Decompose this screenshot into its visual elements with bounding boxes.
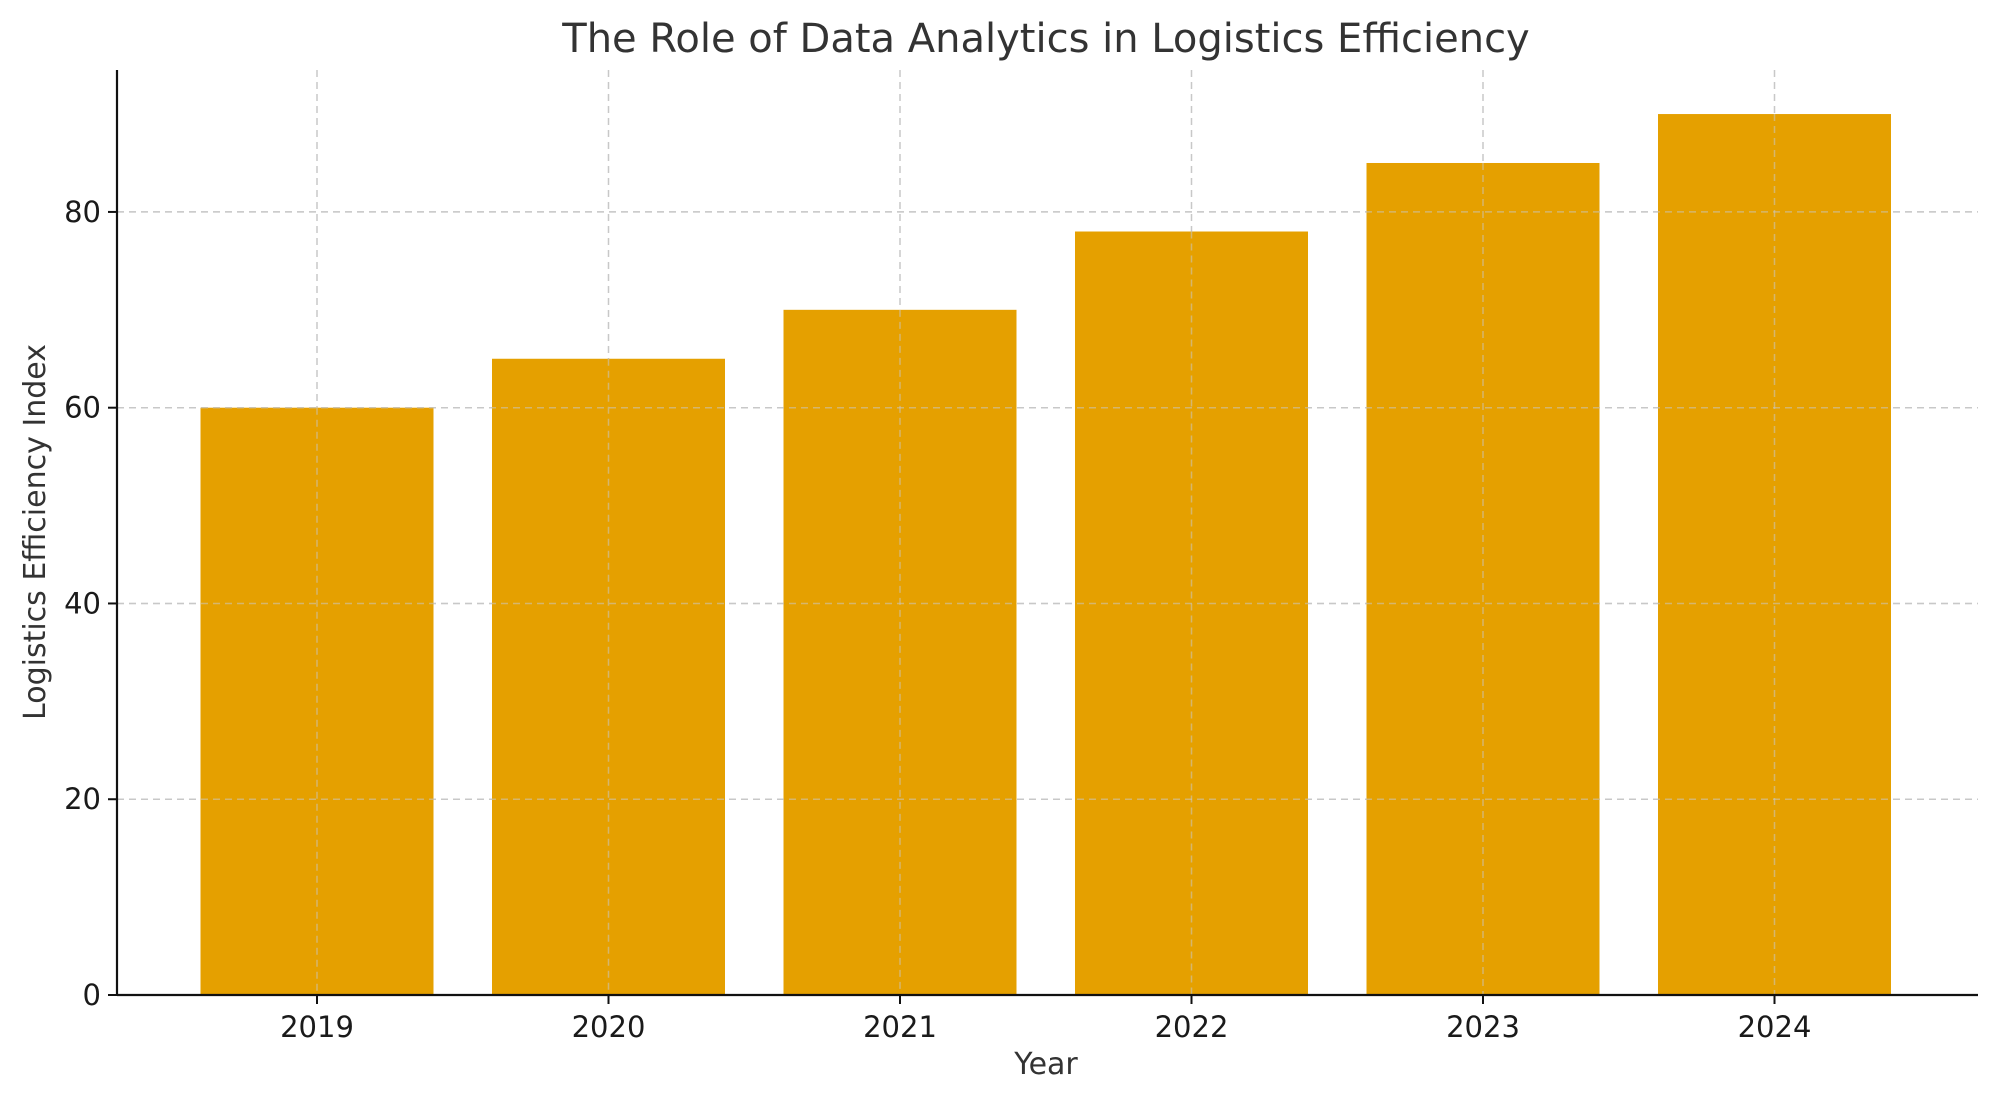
bars (117, 114, 1978, 996)
y-axis-label: Logistics Efficiency Index (18, 344, 53, 720)
x-tick-label: 2019 (280, 1010, 354, 1044)
x-axis-label: Year (1013, 1047, 1078, 1082)
x-tick-label: 2024 (1738, 1010, 1812, 1044)
x-tick-label: 2020 (572, 1010, 646, 1044)
chart-title: The Role of Data Analytics in Logistics … (561, 16, 1529, 62)
y-tick-label: 20 (64, 782, 101, 816)
ticks: 0 20 40 60 80 2019 2020 2021 2022 2023 2024 (64, 195, 1811, 1044)
y-tick-label: 80 (64, 195, 101, 229)
y-tick-label: 60 (64, 391, 101, 425)
y-tick-label: 0 (83, 978, 101, 1012)
y-tick-label: 40 (64, 586, 101, 620)
axes (115, 70, 1978, 997)
x-tick-label: 2021 (863, 1010, 937, 1044)
x-tick-label: 2023 (1446, 1010, 1520, 1044)
x-tick-label: 2022 (1155, 1010, 1229, 1044)
